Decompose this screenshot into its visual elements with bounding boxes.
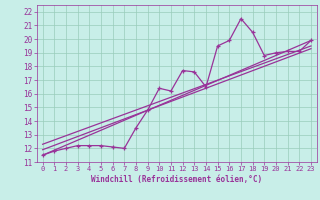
- X-axis label: Windchill (Refroidissement éolien,°C): Windchill (Refroidissement éolien,°C): [91, 175, 262, 184]
